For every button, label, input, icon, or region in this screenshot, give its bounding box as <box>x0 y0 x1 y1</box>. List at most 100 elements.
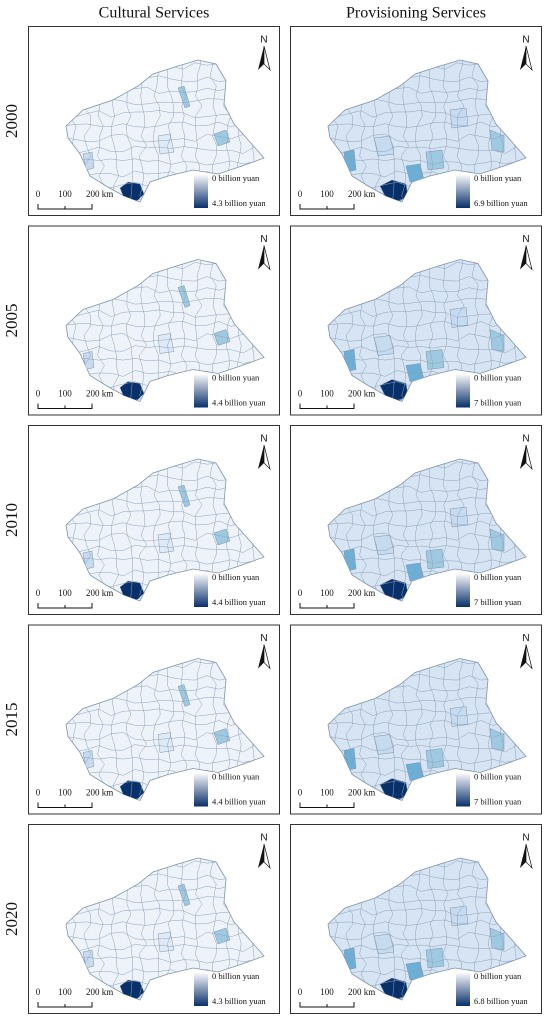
north-arrow <box>258 644 264 669</box>
scale-label: 200 km <box>86 987 113 997</box>
district-border <box>66 158 264 166</box>
district <box>213 329 231 346</box>
district-border <box>66 744 264 753</box>
district-border <box>66 321 264 328</box>
district-border <box>66 919 264 926</box>
scale-label: 200 km <box>86 588 113 598</box>
scale-label: 200 km <box>348 987 375 997</box>
north-label: N <box>522 35 529 46</box>
north-arrow <box>258 445 264 469</box>
scale-label: 0 <box>298 189 303 199</box>
row-label: 2015 <box>2 703 21 737</box>
district-border <box>328 732 526 741</box>
district <box>373 534 395 556</box>
legend-min: 0 billion yuan <box>474 372 522 382</box>
north-label: N <box>260 234 267 245</box>
legend-min: 0 billion yuan <box>474 173 522 183</box>
district <box>449 506 469 528</box>
district <box>373 933 395 955</box>
row-label: 2005 <box>2 304 21 338</box>
map-panel: N 0 billion yuan 4.3 billion yuan 0 100 200 k… <box>28 26 280 216</box>
north-arrow <box>263 843 271 870</box>
scale-label: 100 <box>58 189 72 199</box>
legend-min: 0 billion yuan <box>212 771 260 781</box>
scale-bar <box>299 204 355 210</box>
scale-label: 0 <box>298 788 303 798</box>
district-border <box>66 943 264 952</box>
district-border <box>328 520 526 527</box>
column-header: Cultural Services <box>99 5 210 22</box>
row-label: 2010 <box>2 503 21 537</box>
scale-label: 100 <box>320 189 334 199</box>
district-border <box>66 345 264 354</box>
district-border <box>328 720 526 727</box>
north-arrow <box>258 46 264 70</box>
legend-ramp <box>456 573 470 607</box>
north-arrow <box>258 245 264 270</box>
north-label: N <box>260 434 267 445</box>
scale-label: 200 km <box>348 389 375 399</box>
district <box>449 107 469 129</box>
row-label: 2020 <box>2 902 21 936</box>
legend-ramp <box>456 373 470 408</box>
district-border <box>66 145 264 154</box>
scale-label: 0 <box>298 588 303 598</box>
scale-label: 0 <box>298 389 303 399</box>
north-arrow <box>525 444 533 471</box>
legend-min: 0 billion yuan <box>474 572 522 582</box>
north-arrow <box>520 445 526 469</box>
district-border <box>66 333 264 342</box>
legend-max: 6.9 billion yuan <box>474 198 528 208</box>
north-label: N <box>260 633 267 644</box>
north-label: N <box>522 633 529 644</box>
district-border <box>328 532 526 542</box>
district-border <box>328 931 526 941</box>
scale-bar <box>299 1002 355 1008</box>
district <box>449 905 469 927</box>
legend-ramp <box>194 972 208 1006</box>
legend-ramp <box>456 174 470 208</box>
district <box>213 129 231 147</box>
district-border <box>66 732 264 741</box>
north-arrow <box>520 245 526 270</box>
scale-label: 200 km <box>348 788 375 798</box>
legend-ramp <box>194 373 208 408</box>
district <box>425 748 445 769</box>
north-arrow <box>263 644 271 670</box>
district <box>213 927 231 945</box>
district <box>425 947 445 969</box>
district-border <box>66 756 264 764</box>
scale-label: 0 <box>36 788 41 798</box>
legend-min: 0 billion yuan <box>212 372 260 382</box>
legend-min: 0 billion yuan <box>212 173 260 183</box>
map-panel: N 0 billion yuan 6.9 billion yuan 0 100 200 k… <box>290 26 542 216</box>
scale-bar <box>299 603 355 609</box>
north-arrow <box>525 245 533 271</box>
map-panel: N 0 billion yuan 4.4 billion yuan 0 100 200 k… <box>28 624 280 815</box>
district <box>449 307 469 328</box>
scale-label: 100 <box>58 788 72 798</box>
district <box>213 528 231 546</box>
scale-bar <box>37 603 93 609</box>
scale-bar <box>37 1002 93 1008</box>
north-arrow <box>520 644 526 669</box>
district-border <box>328 158 526 166</box>
district-border <box>328 744 526 753</box>
north-label: N <box>260 833 267 844</box>
district-border <box>328 333 526 342</box>
legend-max: 4.3 billion yuan <box>212 996 266 1006</box>
north-arrow <box>525 45 533 72</box>
scale-label: 0 <box>36 189 41 199</box>
district-border <box>66 931 264 941</box>
district-border <box>66 956 264 964</box>
legend-ramp <box>456 972 470 1006</box>
district-border <box>66 520 264 527</box>
district-border <box>328 943 526 952</box>
map-panel: N 0 billion yuan 7 billion yuan 0 100 200 km <box>290 624 542 815</box>
legend-min: 0 billion yuan <box>474 971 522 981</box>
district-border <box>328 544 526 553</box>
scale-bar <box>37 802 93 808</box>
scale-label: 0 <box>36 588 41 598</box>
district-border <box>328 357 526 365</box>
